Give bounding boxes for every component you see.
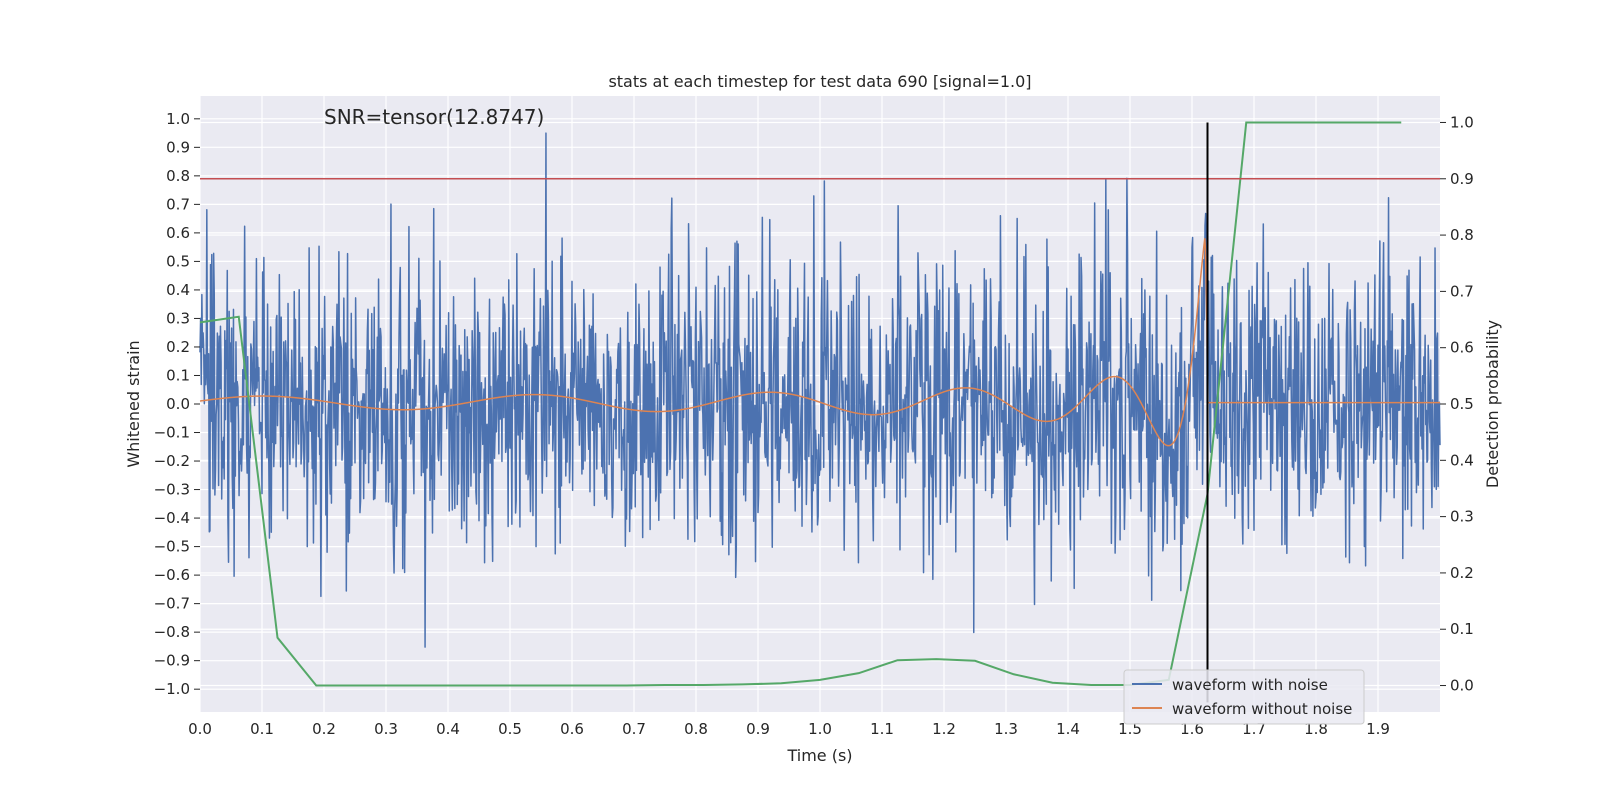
x-tick-label: 1.2 [932,720,956,738]
x-tick-label: 0.5 [498,720,522,738]
right-y-tick-label: 0.6 [1450,339,1474,357]
series-waveform-without-noise [199,238,1440,447]
x-tick-label: 0.2 [312,720,336,738]
x-tick-label: 1.3 [994,720,1018,738]
x-tick-label: 0.3 [374,720,398,738]
x-tick-label: 0.9 [746,720,770,738]
chart-title: stats at each timestep for test data 690… [608,72,1031,91]
left-y-tick-label: −0.4 [154,509,190,527]
x-tick-label: 1.0 [808,720,832,738]
left-y-tick-label: −0.1 [154,424,190,442]
x-tick-label: 0.4 [436,720,460,738]
left-y-tick-label: 1.0 [166,110,190,128]
left-y-tick-label: −0.9 [154,652,190,670]
left-y-tick-label: 0.3 [166,309,190,327]
left-y-tick-label: 0.1 [166,366,190,384]
left-y-tick-label: −0.8 [154,623,190,641]
right-y-tick-label: 0.9 [1450,170,1474,188]
x-axis-label: Time (s) [786,746,852,765]
x-tick-label: 1.4 [1056,720,1080,738]
left-y-tick-label: −0.2 [154,452,190,470]
left-y-tick-label: 0.6 [166,224,190,242]
legend: waveform with noise waveform without noi… [1123,669,1365,725]
legend-label-noise: waveform with noise [1172,676,1328,694]
series-layer [199,121,1441,703]
left-y-tick-labels: −1.0 −0.9 −0.8 −0.7 −0.6 −0.5 −0.4 −0.3 −0.2 −0.1… [154,110,200,698]
left-y-tick-label: 0.2 [166,338,190,356]
series-waveform-with-noise [199,132,1441,648]
left-y-tick-label: −1.0 [154,680,190,698]
right-y-tick-labels: 0.0 0.1 0.2 0.3 0.4 0.5 0.6 0.7 0.8 0.9 1.0 [1440,113,1474,695]
right-y-tick-label: 0.1 [1450,620,1474,638]
x-tick-label: 0.0 [188,720,212,738]
left-y-tick-label: −0.7 [154,595,190,613]
right-y-tick-label: 0.4 [1450,451,1474,469]
x-tick-label: 0.7 [622,720,646,738]
left-y-tick-label: −0.6 [154,566,190,584]
right-y-tick-label: 0.8 [1450,226,1474,244]
legend-label-clean: waveform without noise [1172,700,1352,718]
left-y-tick-label: 0.8 [166,167,190,185]
right-y-tick-label: 0.5 [1450,395,1474,413]
series-detection-probability [199,121,1402,687]
snr-annotation: SNR=tensor(12.8747) [324,105,544,129]
right-y-tick-label: 0.3 [1450,508,1474,526]
right-y-tick-label: 1.0 [1450,113,1474,131]
left-y-tick-label: 0.9 [166,138,190,156]
x-tick-label: 0.6 [560,720,584,738]
x-tick-label: 0.8 [684,720,708,738]
x-tick-label: 0.1 [250,720,274,738]
left-y-tick-label: 0.0 [166,395,190,413]
left-y-tick-label: 0.5 [166,252,190,270]
left-y-tick-label: 0.4 [166,281,190,299]
left-y-tick-label: −0.3 [154,481,190,499]
left-y-tick-label: 0.7 [166,195,190,213]
right-y-axis-label: Detection probability [1483,320,1502,488]
x-tick-label: 1.9 [1366,720,1390,738]
right-y-tick-label: 0.0 [1450,677,1474,695]
x-tick-label: 1.1 [870,720,894,738]
right-y-tick-label: 0.7 [1450,282,1474,300]
right-y-tick-label: 0.2 [1450,564,1474,582]
left-y-tick-label: −0.5 [154,538,190,556]
legend-box [1123,669,1365,725]
left-y-axis-label: Whitened strain [124,340,143,467]
